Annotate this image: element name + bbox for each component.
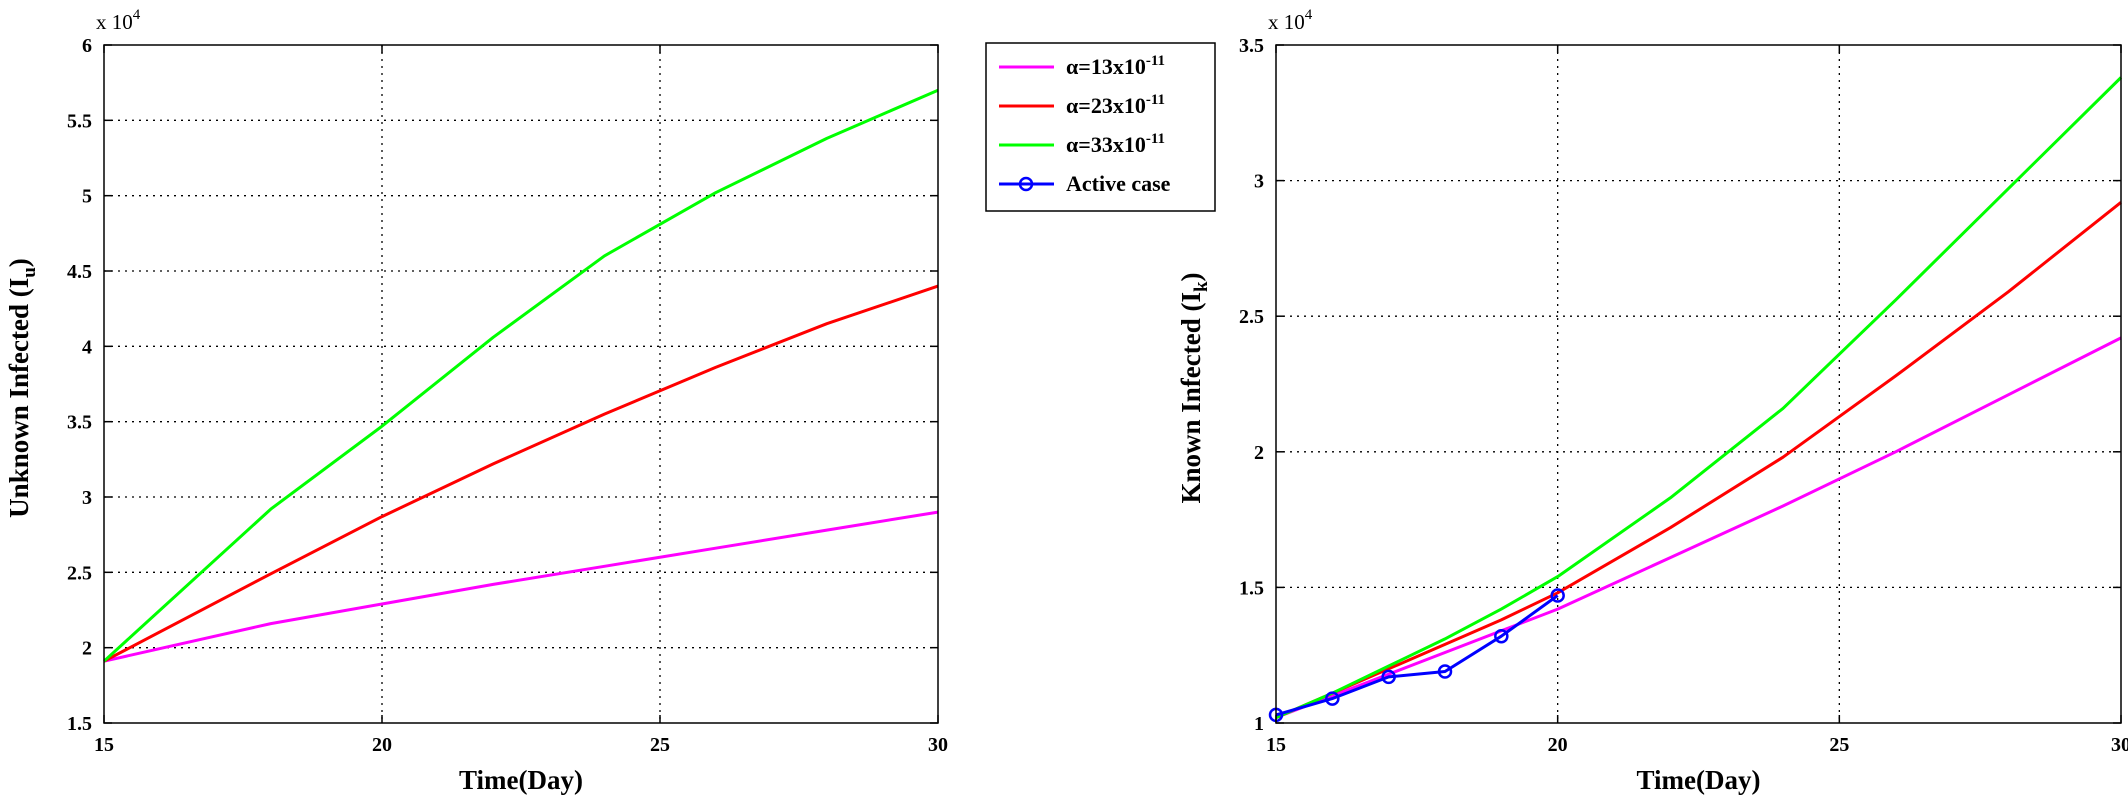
chart1-y-tick-label-9: 6: [82, 35, 92, 57]
chart1-x-tick-label-0: 15: [94, 734, 114, 756]
chart1-series-2-line: [103, 284, 939, 663]
chart1-y-tick-label-6: 4.5: [67, 261, 92, 283]
chart1-y-tick-label-5: 4: [82, 336, 92, 358]
chart1-y-exponent: x 104: [96, 7, 141, 34]
chart2-y-tick-label-1: 1.5: [1239, 577, 1264, 599]
chart1-y-axis-label-close: ): [4, 258, 34, 267]
legend-label-sup-0: -11: [1146, 53, 1165, 69]
chart1: 15 20 25 30 1.5 2 2.5 3 3.5 4 4.5 5 5.5 6x 104 Time(Da…: [4, 7, 948, 795]
legend-label-sup-1: -11: [1146, 92, 1165, 108]
chart2-series-2-line: [1275, 201, 2122, 719]
chart2-y-tick-label-3: 2.5: [1239, 306, 1264, 328]
chart2-y-tick-label-2: 2: [1254, 442, 1264, 464]
chart2-series-4-point-3: [1437, 664, 1453, 679]
chart2-y-axis-label: Known Infected (Ik): [1176, 272, 1212, 503]
chart2-x-tick-label-1: 20: [1548, 734, 1568, 756]
chart2-y-axis-label-close: ): [1176, 272, 1206, 281]
chart1-x-tick-label-3: 30: [928, 734, 948, 756]
chart1-y-tick-label-3: 3: [82, 487, 92, 509]
chart1-y-axis-label-sub: u: [19, 267, 40, 278]
chart2-y-axis-label-main: Known Infected (I: [1176, 292, 1206, 504]
chart1-y-exponent-power: 4: [133, 7, 141, 23]
chart1-series-3-line: [102, 88, 939, 663]
chart2-y-exponent-power: 4: [1305, 7, 1313, 23]
chart2-x-axis-label: Time(Day): [1637, 765, 1761, 795]
chart1-axes-box: [103, 44, 939, 724]
chart1-series-1-line: [103, 510, 939, 663]
chart2-series-4-point-4: [1494, 628, 1509, 644]
chart2-x-tick-label-3: 30: [2111, 734, 2128, 756]
chart2-y-tick-label-5: 3.5: [1239, 35, 1264, 57]
legend-label-3: Active case: [1066, 171, 1171, 196]
chart2-series-1-line: [1275, 336, 2122, 719]
chart1-y-tick-label-7: 5: [82, 186, 92, 208]
chart1-y-tick-label-0: 1.5: [67, 713, 92, 735]
chart2-series-4-point-1: [1325, 691, 1340, 706]
chart2-series-4-point-2: [1381, 669, 1396, 685]
chart1-x-tick-label-2: 25: [650, 734, 670, 756]
chart1-y-axis-label-main: Unknown Infected (I: [4, 278, 34, 518]
chart1-x-tick-label-1: 20: [372, 734, 392, 756]
chart1-y-axis-label: Unknown Infected (Iu): [4, 258, 40, 518]
legend-marker-3: [1018, 176, 1034, 192]
chart2-x-tick-label-0: 15: [1266, 734, 1286, 756]
chart1-y-tick-label-2: 2.5: [67, 562, 92, 584]
chart2-y-axis-label-sub: k: [1191, 281, 1212, 292]
chart2-series-4-line: [1275, 594, 1559, 717]
legend-label-sup-2: -11: [1146, 131, 1165, 147]
chart1-x-axis-label: Time(Day): [459, 765, 583, 795]
chart2-axes-box: [1275, 44, 2122, 724]
chart2-y-tick-label-0: 1: [1254, 713, 1264, 735]
chart1-y-tick-label-4: 3.5: [67, 412, 92, 434]
chart2-y-tick-label-4: 3: [1254, 171, 1264, 193]
chart1-y-tick-label-1: 2: [82, 638, 92, 660]
chart2-y-exponent: x 104: [1268, 7, 1313, 34]
chart2-series-3-line: [1275, 76, 2123, 719]
chart2-series-4-point-5: [1550, 588, 1565, 603]
chart1-y-tick-label-8: 5.5: [67, 110, 92, 132]
chart2: 15 20 25 30 1 1.5 2 2.5 3 3.5x 104 Time(Day) Known …: [1176, 7, 2128, 795]
chart2-x-tick-label-2: 25: [1829, 734, 1849, 756]
